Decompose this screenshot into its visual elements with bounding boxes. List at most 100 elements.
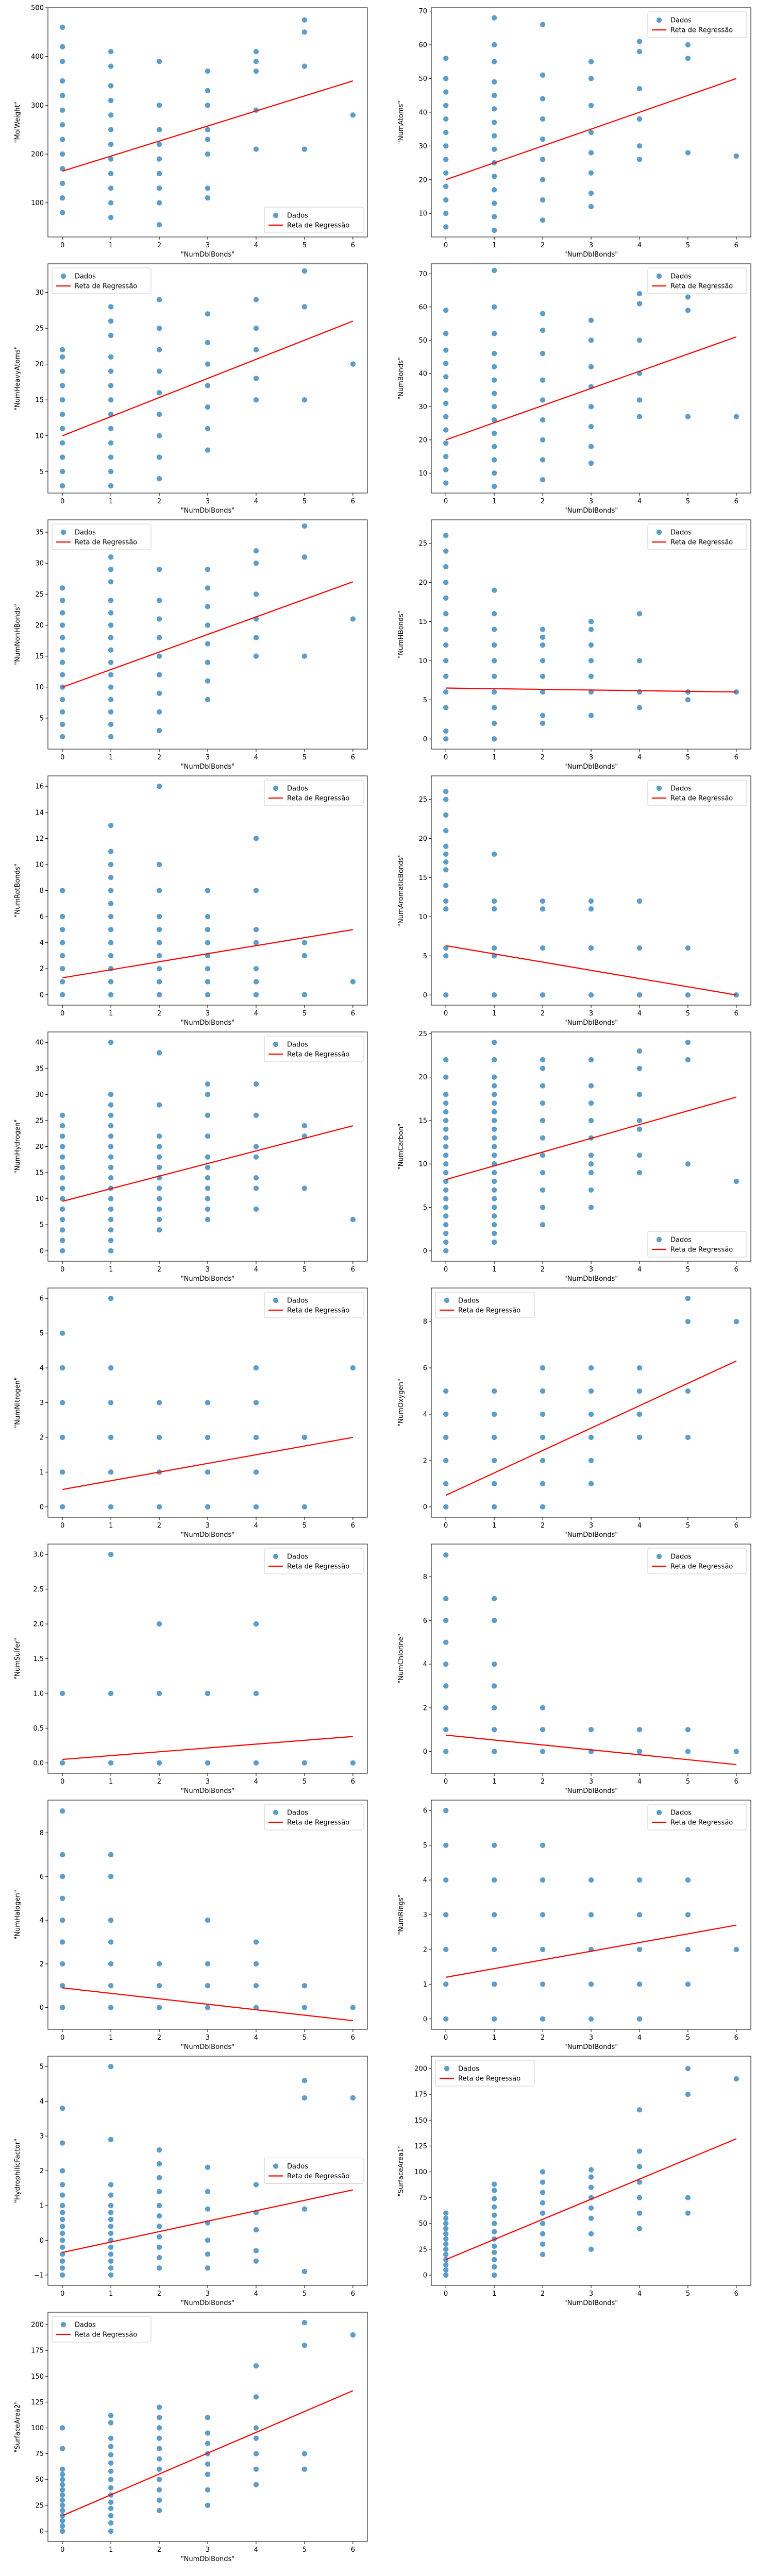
y-tick-label: 10 [418,657,427,665]
legend-box [647,267,747,294]
scatter-panel-14: 0 1 2 3 4 5 6 0 2 4 6 8 "NumDblBonds" "NumChlorine" Da… [397,1544,751,1795]
y-tick-label: 50 [418,2220,427,2228]
data-point [588,129,594,135]
x-tick-label: 3 [206,1778,210,1786]
data-point [540,1170,546,1176]
data-point [636,143,643,149]
y-tick-label: 10 [35,1195,44,1203]
regression-line [445,78,737,180]
data-point [59,166,65,172]
data-point [205,2206,211,2212]
data-point [253,2227,259,2233]
x-tick-label: 3 [589,242,593,249]
x-axis-label: "NumDblBonds" [564,2043,618,2051]
data-point [205,585,211,591]
legend-label-points: Dados [75,273,96,281]
x-tick-label: 6 [734,2034,738,2042]
data-point [108,2528,114,2534]
data-point [108,304,114,310]
scatter-panel-10: 0 1 2 3 4 5 6 0 5 10 15 20 25 "NumDblBonds" "NumCarbon… [397,1030,751,1283]
y-tick-label: 4 [423,1877,427,1885]
data-point [156,2244,162,2250]
data-point [443,898,449,904]
data-points [443,1040,740,1253]
data-point [59,647,65,653]
data-point [156,888,162,893]
data-point [588,1458,594,1464]
y-tick-label: 5 [40,1222,44,1229]
x-axis-label: "NumDblBonds" [564,507,618,515]
scatter-panel-6: 0 1 2 3 4 5 6 0 5 10 15 20 25 "NumDblBonds" "NumHBonds… [397,519,751,771]
data-point [156,953,162,959]
data-point [301,2095,308,2101]
data-point [156,2255,162,2261]
scatter-panel-13: 0 1 2 3 4 5 6 0.0 0.5 1.0 1.5 2.0 2.5 3.0 "NumDblBonds… [14,1544,368,1795]
x-tick-label: 0 [444,1010,448,1018]
data-point [108,2468,114,2474]
plot-frame [47,7,368,238]
data-point [156,690,162,696]
data-points [443,15,740,233]
x-tick-label: 6 [734,1266,738,1274]
data-point [491,1135,497,1141]
x-axis-label: "NumDblBonds" [181,1787,235,1795]
data-point [491,146,497,152]
data-point [59,2482,65,2487]
data-point [588,992,594,998]
y-tick-label: 100 [31,2425,44,2432]
data-point [491,898,497,904]
legend-label-points: Dados [670,1809,692,1817]
data-point [156,103,162,108]
data-point [636,157,643,162]
x-tick-label: 1 [109,498,113,505]
data-point [156,727,162,734]
legend-marker-points [273,1297,279,1303]
data-point [491,187,497,193]
y-tick-label: 25 [418,1030,427,1038]
x-tick-label: 5 [303,754,307,761]
y-tick-label: 25 [418,796,427,804]
data-point [491,705,497,710]
data-point [588,945,594,951]
data-point [491,120,497,125]
data-point [108,354,114,360]
data-point [443,859,449,865]
data-point [443,673,449,679]
data-point [540,116,546,122]
x-tick-label: 0 [60,1266,64,1274]
y-tick-label: 500 [31,5,44,12]
x-tick-label: 1 [109,2546,113,2554]
data-point [443,906,449,912]
y-tick-label: 12 [35,835,44,843]
data-point [253,325,259,331]
data-point [491,1092,497,1097]
y-tick-label: 3 [423,1911,427,1919]
data-point [636,2195,643,2200]
legend-label-line: Reta de Regressão [75,283,137,291]
data-point [301,953,308,959]
x-axis-label: "NumDblBonds" [564,1275,618,1283]
data-point [59,1154,65,1160]
legend-label-line: Reta de Regressão [287,795,349,803]
y-axis-label: "NumCarbon" [397,1124,405,1170]
data-point [253,635,259,640]
data-point [59,1112,65,1118]
data-point [156,1227,162,1233]
x-tick-label: 5 [686,2034,690,2042]
data-point [443,170,449,176]
data-point [205,447,211,453]
data-point [205,2441,211,2446]
data-point [205,678,211,684]
regression-line [445,1924,737,1978]
x-tick-label: 6 [351,1266,355,1274]
legend-marker-points [273,212,279,218]
data-point [443,400,449,406]
data-point [205,361,211,367]
data-point [443,308,449,313]
data-point [253,297,259,302]
data-point [491,377,497,383]
x-tick-label: 4 [637,1778,642,1786]
legend: Dados Reta de Regressão [647,11,747,38]
data-point [443,2267,449,2273]
data-point [108,49,114,55]
